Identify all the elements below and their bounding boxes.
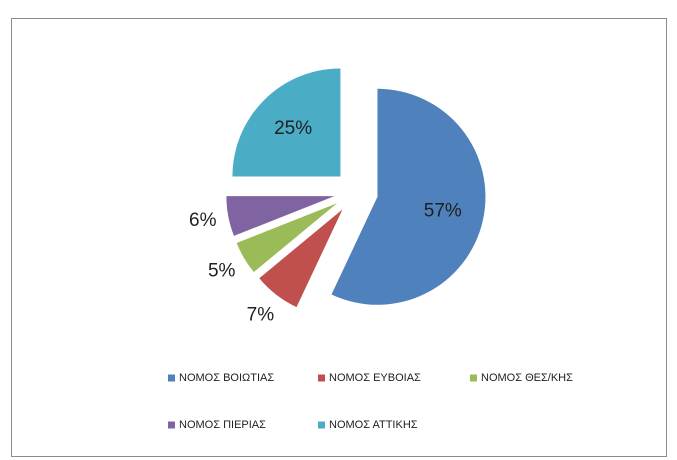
pie-slice <box>232 68 341 177</box>
data-label: 5% <box>208 260 236 281</box>
legend-swatch <box>318 374 325 382</box>
legend-swatch <box>168 421 175 429</box>
pie-slice <box>236 203 338 273</box>
legend-swatch <box>318 421 325 429</box>
legend-swatch <box>470 374 477 382</box>
legend-swatch <box>168 374 175 382</box>
legend-label: ΝΟΜΟΣ ΘΕΣ/ΚΗΣ <box>481 372 573 384</box>
legend-label: ΝΟΜΟΣ ΒΟΙΩΤΙΑΣ <box>179 372 274 384</box>
pie-slice <box>331 88 486 305</box>
pie-slice <box>259 209 343 308</box>
data-label: 57% <box>424 200 462 221</box>
legend-label: ΝΟΜΟΣ ΕΥΒΟΙΑΣ <box>329 372 421 384</box>
legend-label: ΝΟΜΟΣ ΠΙΕΡΙΑΣ <box>179 419 266 431</box>
data-label: 6% <box>189 210 217 231</box>
legend-label: ΝΟΜΟΣ ΑΤΤΙΚΗΣ <box>329 419 418 431</box>
data-label: 7% <box>247 304 275 325</box>
data-label: 25% <box>274 118 312 139</box>
pie-slice <box>226 196 335 236</box>
